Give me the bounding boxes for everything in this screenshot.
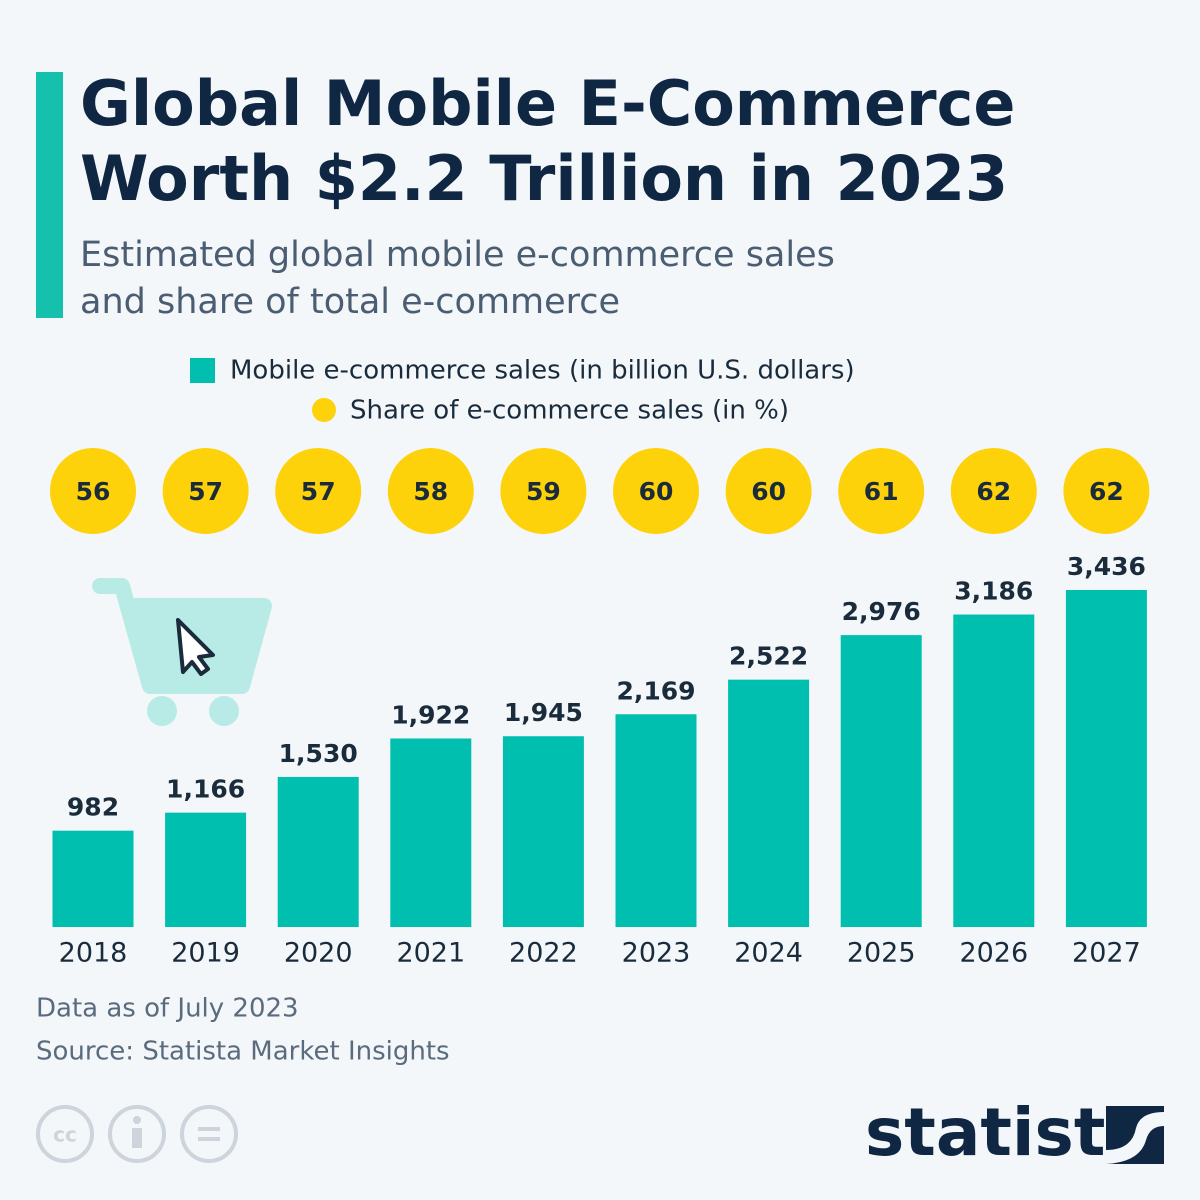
share-label: 62 [1089, 477, 1124, 506]
x-tick-label: 2018 [59, 938, 128, 969]
share-circle [838, 448, 925, 534]
x-tick-label: 2026 [959, 938, 1028, 969]
share-label: 59 [526, 477, 561, 506]
legend-swatch [312, 398, 336, 422]
share-circle [50, 448, 136, 534]
x-tick-label: 2023 [622, 938, 691, 969]
share-label: 60 [639, 477, 674, 506]
x-tick-label: 2024 [734, 938, 803, 969]
bar [728, 679, 810, 927]
brand-icon [1106, 1106, 1164, 1164]
title-accent [36, 72, 63, 318]
footnote: Data as of July 2023 [36, 994, 299, 1024]
share-label: 58 [413, 477, 448, 506]
value-label: 1,945 [504, 698, 583, 727]
value-label: 2,169 [616, 676, 695, 705]
share-circle [500, 448, 587, 534]
share-label: 57 [188, 477, 223, 506]
chart-subtitle: Estimated global mobile e-commerce sales… [80, 235, 835, 322]
brand: statista [865, 1094, 1150, 1171]
value-label: 982 [67, 793, 119, 822]
x-tick-label: 2020 [284, 938, 353, 969]
legend-label: Share of e-commerce sales (in %) [350, 396, 789, 426]
share-circle [275, 448, 362, 534]
bar [165, 812, 247, 927]
value-label: 2,522 [729, 642, 808, 671]
bar [615, 714, 697, 927]
x-tick-label: 2025 [847, 938, 916, 969]
share-circle [1063, 448, 1150, 534]
share-label: 57 [301, 477, 336, 506]
bar [277, 776, 359, 927]
share-circle [725, 448, 812, 534]
share-circle [162, 448, 249, 534]
share-circle [387, 448, 474, 534]
x-tick-label: 2019 [171, 938, 240, 969]
share-circle [950, 448, 1037, 534]
bar [953, 614, 1035, 927]
bar [502, 736, 584, 927]
value-label: 2,976 [842, 597, 921, 626]
share-label: 56 [76, 477, 111, 506]
share-label: 60 [751, 477, 786, 506]
license-icons: cc [36, 1105, 238, 1163]
chart-title: Global Mobile E-Commerce Worth $2.2 Tril… [80, 67, 1016, 215]
value-label: 1,530 [279, 739, 358, 768]
bar [390, 738, 472, 927]
x-tick-label: 2021 [396, 938, 465, 969]
share-circle [613, 448, 699, 534]
value-label: 3,186 [954, 577, 1033, 606]
value-label: 3,436 [1067, 552, 1146, 581]
bar [840, 635, 922, 927]
share-label: 61 [864, 477, 899, 506]
x-tick-label: 2027 [1072, 938, 1141, 969]
bar [1065, 590, 1147, 927]
footnote: Source: Statista Market Insights [36, 1037, 450, 1067]
legend-label: Mobile e-commerce sales (in billion U.S.… [230, 356, 855, 386]
value-label: 1,166 [166, 775, 245, 804]
svg-text:cc: cc [53, 1123, 77, 1147]
x-tick-label: 2022 [509, 938, 578, 969]
bar [52, 830, 134, 927]
value-label: 1,922 [391, 700, 470, 729]
share-label: 62 [976, 477, 1011, 506]
cart-icon [92, 578, 272, 726]
legend-swatch [190, 358, 215, 383]
